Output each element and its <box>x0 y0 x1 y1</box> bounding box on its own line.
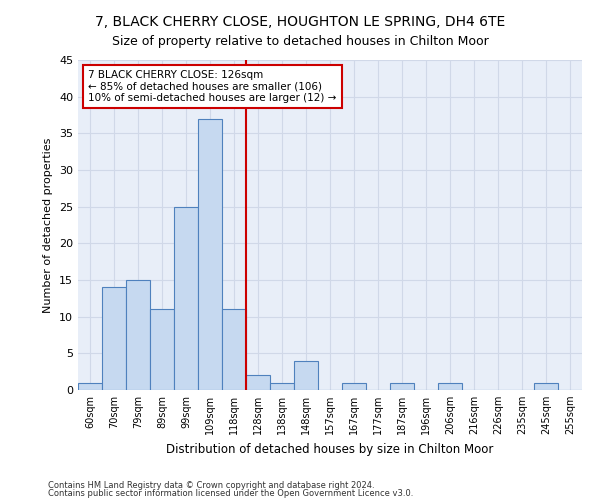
Bar <box>390 382 414 390</box>
Bar <box>150 310 174 390</box>
Text: Contains public sector information licensed under the Open Government Licence v3: Contains public sector information licen… <box>48 489 413 498</box>
Bar <box>198 118 222 390</box>
Bar <box>438 382 462 390</box>
Bar <box>78 382 102 390</box>
Text: 7, BLACK CHERRY CLOSE, HOUGHTON LE SPRING, DH4 6TE: 7, BLACK CHERRY CLOSE, HOUGHTON LE SPRIN… <box>95 15 505 29</box>
Bar <box>246 376 270 390</box>
Bar <box>270 382 294 390</box>
Bar <box>222 310 246 390</box>
Text: Contains HM Land Registry data © Crown copyright and database right 2024.: Contains HM Land Registry data © Crown c… <box>48 480 374 490</box>
Text: Size of property relative to detached houses in Chilton Moor: Size of property relative to detached ho… <box>112 35 488 48</box>
Bar <box>534 382 558 390</box>
Y-axis label: Number of detached properties: Number of detached properties <box>43 138 53 312</box>
Bar <box>342 382 366 390</box>
Bar <box>294 360 318 390</box>
Bar <box>174 206 198 390</box>
Bar <box>126 280 150 390</box>
Text: 7 BLACK CHERRY CLOSE: 126sqm
← 85% of detached houses are smaller (106)
10% of s: 7 BLACK CHERRY CLOSE: 126sqm ← 85% of de… <box>88 70 337 103</box>
Bar <box>102 288 126 390</box>
X-axis label: Distribution of detached houses by size in Chilton Moor: Distribution of detached houses by size … <box>166 442 494 456</box>
